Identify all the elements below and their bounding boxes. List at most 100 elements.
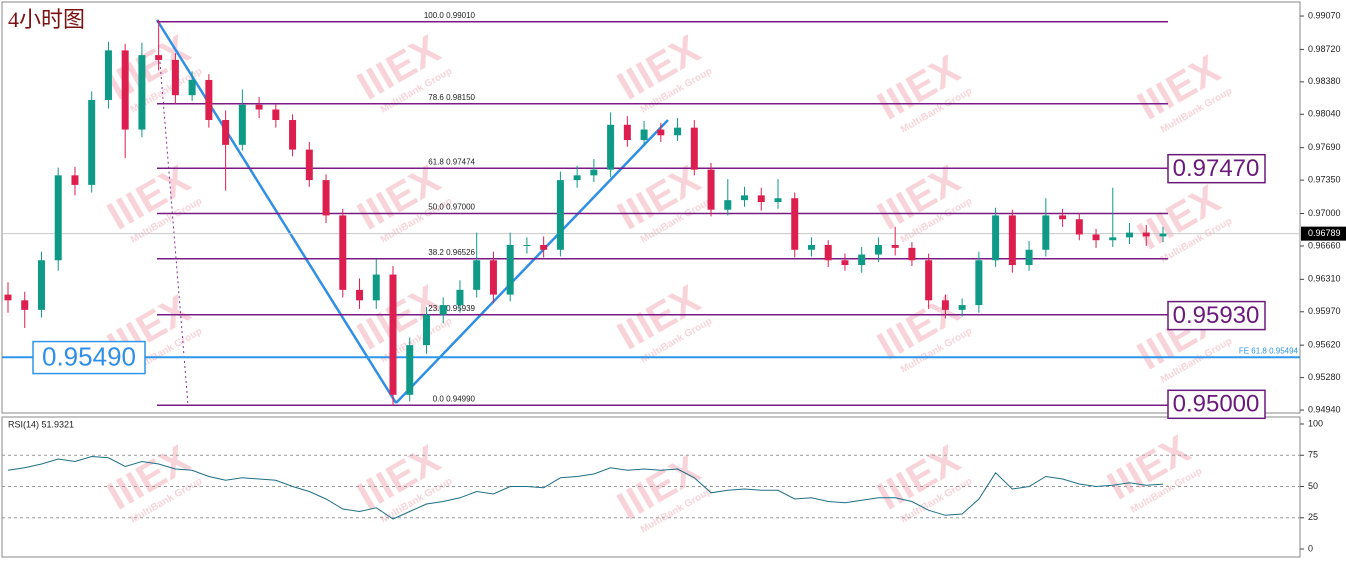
candle-body xyxy=(992,215,1000,261)
candle-body xyxy=(104,50,112,100)
candle-body xyxy=(171,59,179,96)
candle-body xyxy=(891,244,899,248)
candle-body xyxy=(238,104,246,145)
candle-body xyxy=(422,314,430,346)
fib-label: 100.0 0.99010 xyxy=(424,11,476,20)
y-tick-label: 0.97350 xyxy=(1308,174,1341,184)
y-tick-label: 0.97690 xyxy=(1308,142,1341,152)
candle-body xyxy=(1126,232,1134,238)
candle-body xyxy=(707,169,715,210)
candle-body xyxy=(372,274,380,301)
candle-body xyxy=(21,300,29,310)
candle-body xyxy=(339,215,347,290)
fib-label: 0.0 0.94990 xyxy=(433,394,476,403)
fib-label: 78.6 0.98150 xyxy=(428,93,475,102)
candle-body xyxy=(807,244,815,250)
zigzag-leg xyxy=(395,119,669,404)
y-tick-label: 50 xyxy=(1308,481,1318,491)
candle-body xyxy=(1109,237,1117,241)
candle-body xyxy=(506,244,514,295)
candle-body xyxy=(824,244,832,261)
candle-body xyxy=(858,254,866,266)
candle-body xyxy=(908,247,916,261)
candle-body xyxy=(322,180,330,216)
candle-body xyxy=(640,129,648,141)
candle-body xyxy=(1159,233,1167,237)
price-box-label: 0.97470 xyxy=(1173,155,1260,182)
candle-body xyxy=(489,260,497,295)
candle-body xyxy=(690,127,698,170)
y-tick-label: 0.96310 xyxy=(1308,274,1341,284)
candle-body xyxy=(305,149,313,181)
price-box xyxy=(1167,153,1266,184)
candle-body xyxy=(1142,232,1150,237)
fe-box xyxy=(32,340,146,375)
candle-body xyxy=(1008,215,1016,266)
price-box-label: 0.95000 xyxy=(1173,391,1260,418)
candle-body xyxy=(774,198,782,203)
candle-body xyxy=(222,120,230,145)
candle-body xyxy=(958,305,966,310)
candle-body xyxy=(1025,249,1033,266)
zigzag-leg xyxy=(155,19,398,404)
candle-body xyxy=(1042,215,1050,250)
y-tick-label: 0.95280 xyxy=(1308,372,1341,382)
y-tick-label: 0.97000 xyxy=(1308,208,1341,218)
y-tick-label: 0 xyxy=(1308,543,1313,553)
candle-body xyxy=(975,260,983,306)
candle-body xyxy=(406,345,414,395)
candle-body xyxy=(724,200,732,210)
candle-body xyxy=(657,129,665,136)
fib-label: 61.8 0.97474 xyxy=(428,157,475,166)
rsi-title: RSI(14) 51.9321 xyxy=(8,419,74,429)
candle-body xyxy=(741,195,749,201)
y-tick-label: 0.98380 xyxy=(1308,76,1341,86)
candle-body xyxy=(473,260,481,290)
fib-label: 38.2 0.96526 xyxy=(428,248,475,257)
y-tick-label: 75 xyxy=(1308,450,1318,460)
candle-body xyxy=(356,289,364,301)
candle-body xyxy=(590,169,598,176)
candle-body xyxy=(88,99,96,185)
candle-body xyxy=(540,244,548,250)
candle-body xyxy=(289,120,297,150)
candle-body xyxy=(255,104,263,110)
fe-box-label: 0.95490 xyxy=(42,341,136,371)
candle-body xyxy=(155,55,163,60)
candle-body xyxy=(1059,215,1067,220)
candle-body xyxy=(1075,219,1083,235)
candle-body xyxy=(188,79,196,96)
price-box-label: 0.95930 xyxy=(1173,302,1260,329)
candle-body xyxy=(54,175,62,261)
candle-body xyxy=(439,305,447,315)
y-tick-label: 100 xyxy=(1308,418,1323,428)
fe-label: FE 61.8 0.95494 xyxy=(1239,346,1299,355)
candle-body xyxy=(4,294,12,301)
candle-body xyxy=(791,198,799,250)
main-panel xyxy=(1,1,1301,414)
candle-body xyxy=(556,180,564,250)
candle-body xyxy=(389,274,397,395)
fib-label: 50.0 0.97000 xyxy=(428,203,475,212)
candle-body xyxy=(674,127,682,136)
y-tick-label: 0.99070 xyxy=(1308,10,1341,20)
candle-body xyxy=(272,109,280,121)
chart-title: 4小时图 xyxy=(8,7,85,32)
candle-body xyxy=(523,244,531,246)
candle-body xyxy=(121,50,129,130)
candle-body xyxy=(71,175,79,185)
candle-body xyxy=(205,79,213,121)
fib-label: 23.6 0.95939 xyxy=(428,304,475,313)
candle-body xyxy=(37,260,45,310)
y-tick-label: 0.96660 xyxy=(1308,240,1341,250)
price-box xyxy=(1167,389,1266,420)
current-price-tag xyxy=(1301,226,1346,241)
